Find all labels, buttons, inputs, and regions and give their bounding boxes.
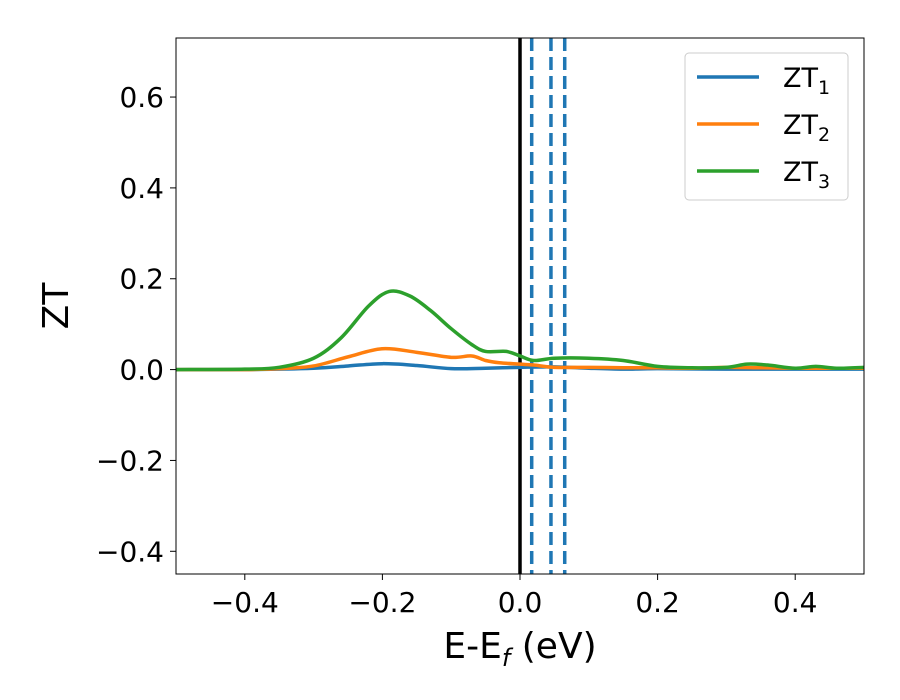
x-tick-label: −0.4 bbox=[211, 586, 279, 619]
y-tick-label: 0.4 bbox=[119, 172, 164, 205]
legend-label-sub: 1 bbox=[818, 77, 830, 99]
x-tick-label: 0.0 bbox=[498, 586, 543, 619]
x-axis-label-main: E-E bbox=[443, 626, 501, 667]
y-axis-ticks: −0.4 −0.2 0.0 0.2 0.4 0.6 bbox=[96, 81, 176, 568]
x-tick-label: 0.4 bbox=[773, 586, 818, 619]
x-axis-ticks: −0.4 −0.2 0.0 0.2 0.4 bbox=[211, 574, 818, 619]
series-group bbox=[176, 289, 864, 372]
legend-label-main: ZT bbox=[783, 157, 818, 188]
y-axis-label: ZT bbox=[36, 282, 77, 330]
legend-label-zt3: ZT3 bbox=[783, 157, 830, 193]
y-tick-label: −0.2 bbox=[96, 444, 164, 477]
y-tick-label: −0.4 bbox=[96, 535, 164, 568]
legend-label-sub: 3 bbox=[818, 171, 830, 193]
legend-label-zt2: ZT2 bbox=[783, 110, 830, 146]
x-tick-label: −0.2 bbox=[348, 586, 416, 619]
x-axis-label-suffix: (eV) bbox=[510, 626, 596, 667]
legend-label-main: ZT bbox=[783, 110, 818, 141]
y-tick-label: 0.0 bbox=[119, 354, 164, 387]
legend-label-zt1: ZT1 bbox=[783, 63, 830, 99]
series-line-zt3 bbox=[176, 289, 864, 372]
y-tick-label: 0.6 bbox=[119, 81, 164, 114]
x-tick-label: 0.2 bbox=[635, 586, 680, 619]
y-tick-label: 0.2 bbox=[119, 263, 164, 296]
legend-frame bbox=[684, 52, 849, 201]
legend-label-sub: 2 bbox=[818, 124, 830, 146]
vertical-lines bbox=[518, 38, 567, 574]
x-axis-label: E-Ef (eV) bbox=[443, 626, 596, 672]
legend-label-main: ZT bbox=[783, 63, 818, 94]
